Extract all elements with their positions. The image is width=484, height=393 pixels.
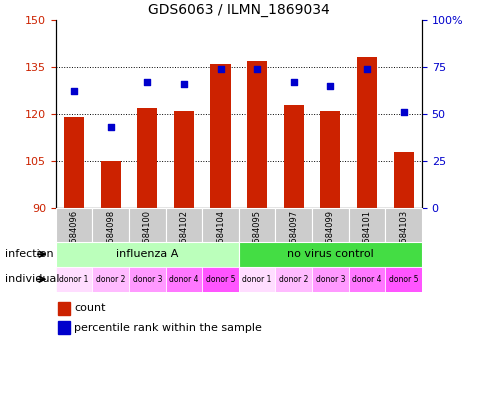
Point [326,83,333,89]
Bar [312,267,348,292]
Bar [356,57,377,208]
Bar [56,242,239,267]
Bar [393,152,413,208]
Bar [56,208,92,242]
Text: donor 1: donor 1 [242,275,272,284]
Text: donor 1: donor 1 [59,275,89,284]
Text: GSM1684104: GSM1684104 [215,210,225,266]
Bar [246,61,267,208]
Bar [92,208,129,242]
Bar [202,267,239,292]
Text: GSM1684100: GSM1684100 [142,210,151,266]
Text: GSM1684097: GSM1684097 [288,210,298,266]
Text: influenza A: influenza A [116,249,178,259]
Title: GDS6063 / ILMN_1869034: GDS6063 / ILMN_1869034 [148,3,329,17]
Text: count: count [75,303,106,313]
Bar [348,267,384,292]
Text: GSM1684098: GSM1684098 [106,210,115,266]
Text: GSM1684101: GSM1684101 [362,210,371,266]
Bar [58,302,70,315]
Bar [210,64,230,208]
Point [253,66,260,72]
Bar [166,267,202,292]
Bar [129,267,166,292]
Bar [239,242,421,267]
Text: GSM1684099: GSM1684099 [325,210,334,266]
Bar [64,117,84,208]
Text: infection: infection [5,249,53,259]
Text: GSM1684096: GSM1684096 [69,210,78,266]
Text: GSM1684095: GSM1684095 [252,210,261,266]
Bar [275,267,312,292]
Bar [275,208,312,242]
Bar [58,321,70,334]
Text: donor 3: donor 3 [315,275,345,284]
Bar [384,208,421,242]
Bar [239,267,275,292]
Bar [239,208,275,242]
Bar [348,208,385,242]
Text: donor 5: donor 5 [388,275,418,284]
Text: donor 2: donor 2 [96,275,125,284]
Text: percentile rank within the sample: percentile rank within the sample [75,323,262,333]
Text: donor 2: donor 2 [278,275,308,284]
Point [289,79,297,85]
Point [363,66,370,72]
Text: donor 4: donor 4 [169,275,198,284]
Point [106,124,114,130]
Point [143,79,151,85]
Point [399,109,407,115]
Bar [173,111,194,208]
Point [180,81,187,87]
Text: donor 4: donor 4 [351,275,381,284]
Point [70,88,78,94]
Text: donor 5: donor 5 [205,275,235,284]
Bar [100,161,121,208]
Bar [166,208,202,242]
Text: individual: individual [5,274,59,284]
Bar [56,267,92,292]
Bar [384,267,421,292]
Bar [129,208,166,242]
Bar [137,108,157,208]
Bar [319,111,340,208]
Point [216,66,224,72]
Bar [283,105,303,208]
Text: no virus control: no virus control [287,249,373,259]
Bar [92,267,129,292]
Bar [202,208,239,242]
Text: GSM1684102: GSM1684102 [179,210,188,266]
Text: donor 3: donor 3 [132,275,162,284]
Bar [312,208,348,242]
Text: GSM1684103: GSM1684103 [398,210,408,266]
